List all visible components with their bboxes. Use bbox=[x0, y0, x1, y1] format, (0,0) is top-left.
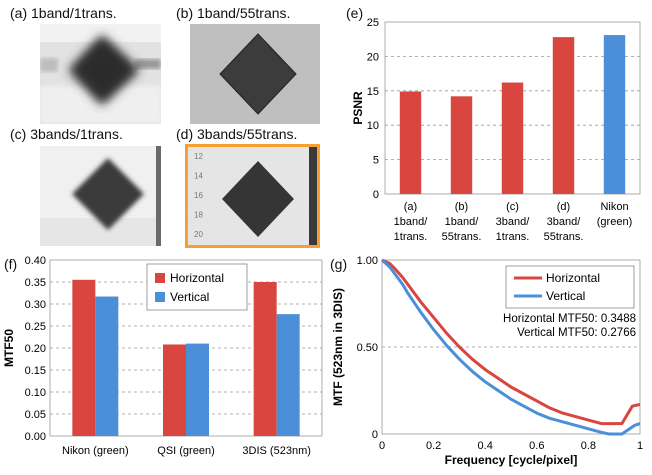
x-tick-label: Nikon (green) bbox=[62, 445, 129, 457]
x-tick-label: (c) bbox=[506, 201, 519, 213]
y-tick-label: 0.20 bbox=[25, 343, 46, 355]
panel-label-e: (e) bbox=[346, 5, 364, 21]
bar bbox=[450, 96, 473, 194]
ruler-tick-label: 12 bbox=[194, 152, 203, 161]
x-tick-label: 3DIS (523nm) bbox=[242, 445, 310, 457]
panel-label-b: (b) 1band/55trans. bbox=[176, 5, 291, 21]
bar bbox=[72, 279, 96, 436]
y-tick-label: 0.15 bbox=[25, 365, 46, 377]
reconstruction-image-c-svg bbox=[40, 146, 161, 246]
panel-label-a: (a) 1band/1trans. bbox=[10, 5, 117, 21]
y-axis-label: PSNR bbox=[351, 91, 365, 125]
reconstruction-image-b bbox=[190, 24, 320, 124]
x-tick-label: 0.4 bbox=[478, 440, 493, 452]
mtf50-bar-chart: 0.00 0.05 0.10 0.15 0.20 0.25 0.30 0.35 0.40 MTF5… bbox=[2, 255, 323, 457]
ruler-tick-label: 14 bbox=[194, 172, 203, 181]
reconstruction-image-b-svg bbox=[190, 24, 320, 124]
y-tick-label: 20 bbox=[367, 51, 379, 63]
x-tick-label: 1 bbox=[637, 440, 643, 452]
ruler-tick-label: 16 bbox=[194, 191, 203, 200]
mtf50-annotation: Vertical MTF50: 0.2766 bbox=[517, 327, 636, 339]
y-tick-label: 10 bbox=[367, 120, 379, 132]
y-axis-label: MTF50 bbox=[2, 329, 16, 367]
mtf50-annotation: Horizontal MTF50: 0.3488 bbox=[503, 313, 636, 325]
y-tick-label: 0.25 bbox=[25, 321, 46, 333]
x-tick-label: 0 bbox=[379, 440, 385, 452]
psnr-bar-chart: 0 5 10 15 20 25 PSNR (a) 1band/1trans. (b) 1band/5… bbox=[351, 17, 641, 243]
y-tick-label: 0.35 bbox=[25, 277, 46, 289]
x-tick-label: 1trans. bbox=[394, 231, 428, 243]
y-tick-label: 0.50 bbox=[357, 342, 378, 354]
x-tick-label: (green) bbox=[597, 216, 632, 228]
x-tick-label: Nikon bbox=[600, 201, 628, 213]
bar bbox=[186, 343, 209, 436]
y-tick-label: 15 bbox=[367, 86, 379, 98]
y-tick-label: 0.05 bbox=[25, 409, 46, 421]
reconstruction-image-a-svg bbox=[40, 24, 161, 124]
mtf-line-chart: 0 0.50 1.00 0 0.2 0.4 0.6 0.8 1 Frequency [cycle/… bbox=[331, 255, 643, 467]
x-tick-label: 0.6 bbox=[529, 440, 544, 452]
x-tick-label: (d) bbox=[557, 201, 570, 213]
bar bbox=[501, 82, 524, 194]
bar bbox=[163, 344, 186, 436]
ruler-tick-label: 20 bbox=[194, 230, 203, 239]
x-tick-label: 1trans. bbox=[496, 231, 530, 243]
panel-label-f: (f) bbox=[4, 256, 18, 272]
x-tick-label: 55trans. bbox=[544, 231, 584, 243]
panel-label-c: (c) 3bands/1trans. bbox=[10, 126, 123, 142]
bar bbox=[552, 37, 575, 194]
x-tick-label: (b) bbox=[455, 201, 468, 213]
x-tick-label: 3band/ bbox=[496, 216, 531, 228]
bar bbox=[253, 282, 277, 436]
x-tick-label: 1band/ bbox=[394, 216, 429, 228]
y-tick-label: 0.00 bbox=[25, 431, 46, 443]
legend-label: Horizontal bbox=[546, 271, 600, 285]
legend-label: Vertical bbox=[170, 290, 209, 304]
legend-box bbox=[505, 265, 635, 309]
reconstruction-image-d: 12 14 16 18 20 bbox=[185, 144, 320, 248]
panel-label-g: (g) bbox=[330, 256, 348, 272]
legend-box bbox=[146, 263, 248, 311]
panel-label-d: (d) 3bands/55trans. bbox=[176, 126, 298, 142]
x-tick-label: 55trans. bbox=[442, 231, 482, 243]
legend-label: Vertical bbox=[546, 289, 585, 303]
y-axis-label: MTF (523nm in 3DIS) bbox=[331, 288, 345, 406]
y-tick-label: 0.30 bbox=[25, 299, 46, 311]
bar bbox=[95, 296, 119, 436]
series-line bbox=[381, 258, 641, 426]
x-tick-label: QSI (green) bbox=[157, 445, 214, 457]
bar bbox=[276, 314, 300, 436]
ruler-tick-label: 18 bbox=[194, 211, 203, 220]
reconstruction-image-a bbox=[40, 24, 161, 124]
legend-swatch bbox=[155, 292, 165, 302]
reconstruction-image-c bbox=[40, 146, 161, 246]
y-tick-label: 25 bbox=[367, 17, 379, 29]
legend-label: Horizontal bbox=[170, 271, 224, 285]
x-tick-label: 1band/ bbox=[445, 216, 480, 228]
reconstruction-image-d-svg: 12 14 16 18 20 bbox=[188, 147, 317, 245]
y-tick-label: 5 bbox=[373, 155, 379, 167]
x-tick-label: 0.2 bbox=[426, 440, 441, 452]
bar bbox=[603, 35, 626, 195]
x-tick-label: 3band/ bbox=[547, 216, 582, 228]
x-axis-label: Frequency [cycle/pixel] bbox=[445, 453, 578, 467]
x-tick-label: (a) bbox=[404, 201, 417, 213]
bar bbox=[399, 91, 422, 194]
series-line bbox=[380, 258, 641, 436]
legend-swatch bbox=[155, 273, 165, 283]
y-tick-label: 0.10 bbox=[25, 387, 46, 399]
y-tick-label: 0 bbox=[372, 429, 378, 441]
y-tick-label: 0.40 bbox=[25, 255, 46, 267]
x-tick-label: 0.8 bbox=[581, 440, 596, 452]
y-tick-label: 0 bbox=[373, 189, 379, 201]
y-tick-label: 1.00 bbox=[357, 255, 378, 267]
